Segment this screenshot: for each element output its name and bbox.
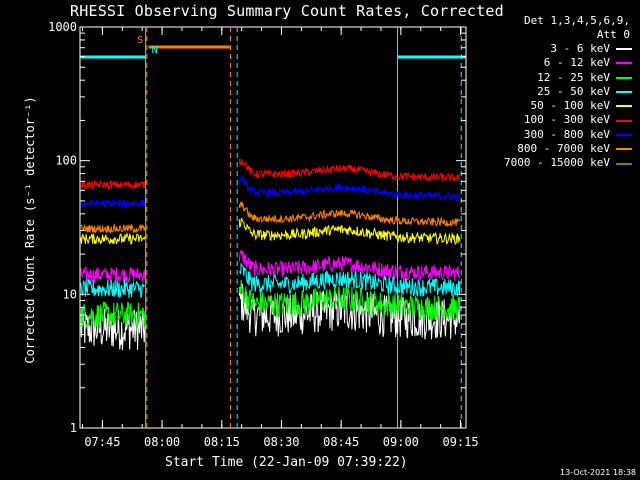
series-3-line xyxy=(238,263,461,297)
series-1-line xyxy=(80,266,146,284)
series-0-line xyxy=(80,307,146,351)
legend-item-3: 25 - 50 keV xyxy=(504,85,632,99)
legend-item-7: 800 - 7000 keV xyxy=(504,142,632,156)
series-5-line xyxy=(238,158,461,182)
x-tick-label-4: 08:45 xyxy=(323,435,359,449)
series-3-line xyxy=(80,278,146,299)
legend-header-line-2: Att 0 xyxy=(596,28,630,41)
legend-swatch xyxy=(616,148,632,151)
legend-item-5: 100 - 300 keV xyxy=(504,113,632,127)
legend-swatch xyxy=(616,91,632,94)
series-2 xyxy=(80,279,461,330)
legend-swatch xyxy=(616,162,632,165)
legend-item-1: 6 - 12 keV xyxy=(504,56,632,70)
series-4 xyxy=(80,217,461,246)
chart-title: RHESSI Observing Summary Count Rates, Co… xyxy=(70,2,504,20)
saa-marker: S xyxy=(137,35,143,46)
night-marker: N xyxy=(152,45,158,56)
legend-item-6: 300 - 800 keV xyxy=(504,128,632,142)
x-tick-label-6: 09:15 xyxy=(442,435,478,449)
legend-item-4: 50 - 100 keV xyxy=(504,99,632,113)
legend-swatch xyxy=(616,48,632,51)
x-tick-label-2: 08:15 xyxy=(204,435,240,449)
legend-label: 50 - 100 keV xyxy=(530,99,610,113)
series-3 xyxy=(80,263,461,299)
series-1 xyxy=(80,249,461,284)
legend-item-0: 3 - 6 keV xyxy=(504,42,632,56)
x-tick-label-5: 09:00 xyxy=(383,435,419,449)
legend-header-line-1: Det 1,3,4,5,6,9, xyxy=(524,14,630,27)
series-2-line xyxy=(80,301,146,330)
legend-swatch xyxy=(616,76,632,79)
x-axis-label: Start Time (22-Jan-09 07:39:22) xyxy=(165,455,408,470)
y-tick-label-1: 10 xyxy=(63,287,77,301)
series-6-line xyxy=(238,174,461,202)
legend-item-8: 7000 - 15000 keV xyxy=(504,156,632,170)
series-7 xyxy=(80,201,461,234)
legend-swatch xyxy=(616,105,632,108)
series-5 xyxy=(80,158,461,190)
legend-label: 12 - 25 keV xyxy=(537,70,610,84)
series-1-line xyxy=(238,249,461,281)
series-7-line xyxy=(238,201,461,227)
legend-label: 7000 - 15000 keV xyxy=(504,156,610,170)
plot-frame xyxy=(79,26,467,429)
legend-label: 25 - 50 keV xyxy=(537,84,610,98)
legend-label: 800 - 7000 keV xyxy=(517,142,610,156)
series-4-line xyxy=(238,217,461,245)
legend-header: Det 1,3,4,5,6,9, Att 0 xyxy=(524,14,630,42)
series-5-line xyxy=(80,179,146,190)
legend-swatch xyxy=(616,133,632,136)
generation-timestamp: 13-Oct-2021 18:38 xyxy=(560,468,636,477)
x-tick-label-1: 08:00 xyxy=(144,435,180,449)
x-tick-label-0: 07:45 xyxy=(84,435,120,449)
series-2-line xyxy=(238,279,461,321)
series-7-line xyxy=(80,223,146,234)
series-6-line xyxy=(80,198,146,208)
legend-label: 3 - 6 keV xyxy=(550,42,610,55)
legend-label: 100 - 300 keV xyxy=(523,113,610,127)
y-axis-label: Corrected Count Rate (s⁻¹ detector⁻¹) xyxy=(23,96,37,364)
legend-item-2: 12 - 25 keV xyxy=(504,71,632,85)
legend: 3 - 6 keV 6 - 12 keV 12 - 25 keV 25 - 50 ke… xyxy=(504,42,632,171)
x-tick-label-3: 08:30 xyxy=(263,435,299,449)
y-tick-label-2: 100 xyxy=(55,154,77,168)
legend-swatch xyxy=(616,62,632,65)
series-6 xyxy=(80,174,461,208)
series-4-line xyxy=(80,231,146,246)
y-tick-label-0: 1 xyxy=(70,421,77,435)
y-tick-label-3: 1000 xyxy=(48,20,77,34)
legend-label: 300 - 800 keV xyxy=(523,127,610,141)
legend-swatch xyxy=(616,119,632,122)
legend-label: 6 - 12 keV xyxy=(543,56,610,70)
